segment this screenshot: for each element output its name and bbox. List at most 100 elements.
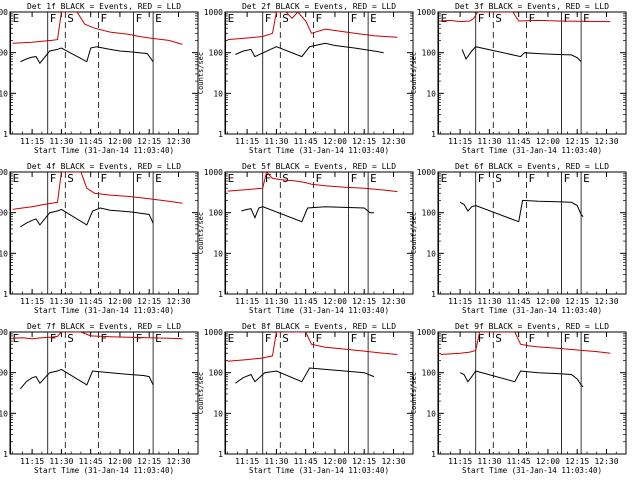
- mode-marker-label: E: [13, 172, 20, 185]
- y-tick-label: 100: [209, 49, 224, 58]
- mode-marker-label: F: [50, 332, 57, 345]
- mode-marker-label: F: [315, 12, 322, 25]
- detector-panel-1: Det 1f BLACK = Events, RED = LLD 1 10 100 10…: [0, 2, 199, 155]
- x-tick-label: 11:15: [448, 137, 472, 146]
- x-tick-label: 11:30: [477, 457, 501, 466]
- x-tick-label: 12:15: [137, 137, 161, 146]
- x-tick-label: 12:30: [381, 457, 405, 466]
- mode-marker-label: F: [50, 172, 57, 185]
- mode-marker-label: F: [478, 12, 485, 25]
- mode-marker-label: S: [67, 172, 74, 185]
- x-tick-label: 11:30: [477, 297, 501, 306]
- mode-marker-label: F: [315, 172, 322, 185]
- x-tick-label: 12:15: [137, 297, 161, 306]
- panel-title: Det 7f BLACK = Events, RED = LLD: [27, 322, 181, 331]
- x-tick-label: 12:00: [536, 457, 560, 466]
- x-tick-label: 12:30: [166, 137, 190, 146]
- y-tick-label: 1000: [204, 328, 223, 337]
- x-tick-label: 11:45: [79, 137, 103, 146]
- y-tick-label: 100: [422, 209, 437, 218]
- y-tick-label: 1: [218, 290, 223, 299]
- x-tick-label: 11:15: [20, 137, 44, 146]
- x-axis-label: Start Time (31-Jan-14 11:03:40): [34, 306, 174, 315]
- plot-frame: [9, 171, 199, 295]
- events-series-line: [20, 46, 154, 65]
- y-tick-label: 1: [431, 450, 436, 459]
- events-series-line: [461, 46, 582, 63]
- x-tick-label: 12:30: [166, 457, 190, 466]
- x-tick-label: 11:30: [264, 457, 288, 466]
- mode-marker-label: F: [528, 172, 535, 185]
- y-tick-label: 1000: [204, 8, 223, 17]
- x-tick-label: 11:45: [507, 297, 531, 306]
- x-axis-label: Start Time (31-Jan-14 11:03:40): [34, 466, 174, 475]
- mode-marker-label: E: [13, 12, 20, 25]
- mode-marker-label: E: [441, 12, 448, 25]
- mode-marker-label: F: [528, 12, 535, 25]
- events-series-line: [20, 207, 154, 228]
- lld-series-line: [227, 332, 398, 362]
- x-tick-label: 12:15: [565, 137, 589, 146]
- x-tick-label: 11:15: [448, 297, 472, 306]
- y-tick-label: 1000: [417, 168, 436, 177]
- x-tick-label: 12:30: [594, 137, 618, 146]
- y-tick-label: 10: [213, 89, 223, 98]
- plot-frame: [437, 171, 627, 295]
- mode-marker-label: F: [478, 172, 485, 185]
- panel-title: Det 8f BLACK = Events, RED = LLD: [242, 322, 396, 331]
- plot-frame: [9, 331, 199, 455]
- x-tick-label: 12:30: [594, 297, 618, 306]
- mode-marker-label: S: [495, 172, 502, 185]
- detector-panel-7: Det 7f BLACK = Events, RED = LLD 1 10 100 10…: [0, 322, 199, 475]
- x-tick-label: 11:30: [264, 137, 288, 146]
- y-tick-label: 100: [209, 369, 224, 378]
- y-tick-label: 1: [431, 130, 436, 139]
- events-series-line: [20, 368, 154, 390]
- lld-series-line: [227, 172, 398, 193]
- y-tick-label: 10: [213, 409, 223, 418]
- plot-frame: [437, 331, 627, 455]
- y-tick-label: 10: [213, 249, 223, 258]
- y-axis-label: Counts/sec: [410, 372, 418, 414]
- detector-panel-6: Det 6f BLACK = Events, RED = LLD 1 10 100 10…: [410, 162, 627, 315]
- events-series-line: [235, 42, 384, 58]
- plot-frame: [437, 11, 627, 135]
- mode-marker-label: F: [564, 172, 571, 185]
- mode-marker-label: F: [100, 332, 107, 345]
- x-tick-label: 11:30: [477, 137, 501, 146]
- mode-marker-label: F: [136, 172, 143, 185]
- x-tick-label: 12:30: [166, 297, 190, 306]
- x-tick-label: 12:00: [108, 137, 132, 146]
- y-tick-label: 1000: [417, 8, 436, 17]
- lld-series-line: [12, 332, 183, 340]
- x-tick-label: 11:45: [294, 457, 318, 466]
- mode-marker-label: F: [50, 12, 57, 25]
- x-tick-label: 12:15: [565, 457, 589, 466]
- x-tick-label: 12:00: [536, 297, 560, 306]
- x-axis-label: Start Time (31-Jan-14 11:03:40): [249, 466, 389, 475]
- x-tick-label: 12:00: [536, 137, 560, 146]
- lld-series-line: [12, 12, 183, 45]
- y-tick-label: 10: [0, 89, 8, 98]
- mode-marker-label: F: [265, 332, 272, 345]
- y-tick-label: 10: [426, 89, 436, 98]
- x-tick-label: 12:30: [594, 457, 618, 466]
- y-tick-label: 1000: [204, 168, 223, 177]
- x-tick-label: 11:15: [235, 297, 259, 306]
- x-tick-label: 11:15: [20, 457, 44, 466]
- mode-marker-label: E: [583, 332, 590, 345]
- plot-frame: [224, 171, 414, 295]
- mode-marker-label: E: [583, 12, 590, 25]
- x-axis-label: Start Time (31-Jan-14 11:03:40): [462, 466, 602, 475]
- mode-marker-label: S: [282, 172, 289, 185]
- lld-series-line: [227, 12, 398, 41]
- x-tick-label: 11:30: [264, 297, 288, 306]
- x-tick-label: 11:45: [507, 457, 531, 466]
- y-tick-label: 1: [218, 130, 223, 139]
- mode-marker-label: F: [136, 12, 143, 25]
- x-tick-label: 12:00: [108, 457, 132, 466]
- panel-title: Det 1f BLACK = Events, RED = LLD: [27, 2, 181, 11]
- x-tick-label: 11:45: [79, 457, 103, 466]
- panel-title: Det 5f BLACK = Events, RED = LLD: [242, 162, 396, 171]
